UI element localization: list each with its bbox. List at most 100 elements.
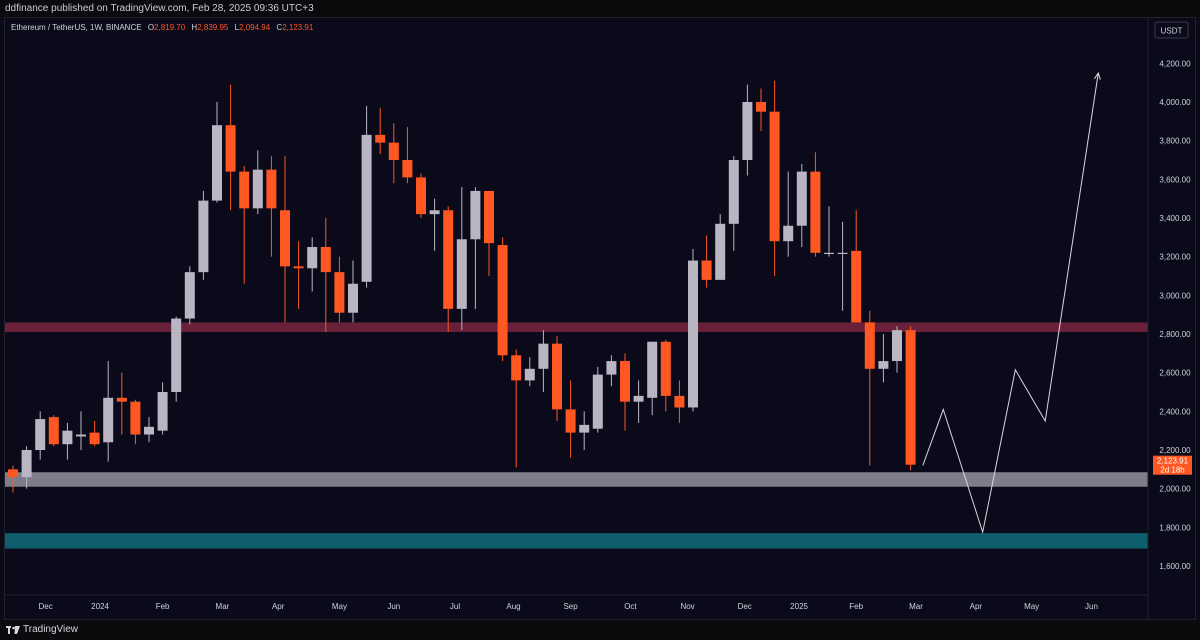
candle	[375, 107, 386, 155]
candle-body	[783, 225, 794, 242]
candle-body	[416, 177, 426, 215]
candle-body	[429, 210, 440, 215]
candle	[660, 339, 671, 412]
candle	[8, 465, 18, 493]
price-axis-background	[1148, 18, 1195, 619]
time-tick-label: Jun	[1085, 602, 1098, 611]
price-tick-label: 2,400.00	[1159, 407, 1191, 416]
candle-body	[878, 361, 889, 369]
candle	[293, 241, 304, 309]
candle-body	[579, 424, 590, 433]
price-tick-label: 1,800.00	[1159, 523, 1191, 532]
candle	[402, 127, 413, 184]
time-tick-label: Dec	[738, 602, 752, 611]
time-tick-label: Nov	[680, 602, 694, 611]
candle	[416, 173, 426, 219]
currency-button[interactable]: USDT	[1154, 21, 1189, 39]
candle	[606, 355, 617, 387]
candle-body	[266, 169, 277, 209]
candle-body	[334, 272, 345, 313]
candle	[76, 411, 86, 451]
time-tick-label: Mar	[216, 602, 230, 611]
high-value: 2,839.95	[197, 23, 229, 32]
projection-arrowhead	[1093, 71, 1101, 80]
candle-body	[171, 318, 182, 393]
candle	[620, 353, 630, 431]
price-tick-label: 3,600.00	[1159, 175, 1191, 184]
candle	[225, 84, 236, 211]
candle	[905, 326, 916, 471]
candle-body	[89, 432, 100, 445]
price-tick-label: 3,000.00	[1159, 291, 1191, 300]
price-axis[interactable]: 1,600.00 1,800.00 2,000.00 2,200.00 2,400.00…	[1159, 59, 1191, 571]
close-value: 2,123.91	[282, 23, 314, 32]
time-tick-label: Mar	[909, 602, 923, 611]
candle	[320, 218, 331, 333]
time-tick-label: Jul	[450, 602, 460, 611]
candle	[388, 123, 399, 184]
symbol-title: Ethereum / TetherUS, 1W, BINANCE O2,819.…	[11, 23, 314, 32]
candle	[130, 399, 141, 445]
candle-body	[470, 190, 481, 240]
price-tick-label: 2,800.00	[1159, 330, 1191, 339]
candle	[892, 326, 902, 373]
resistance-zone	[5, 322, 1148, 333]
time-axis[interactable]: Dec 2024 Feb Mar Apr May Jun Jul Aug Sep Oct Nov Dec…	[39, 602, 1098, 611]
candle-body	[402, 160, 413, 178]
candle	[252, 150, 263, 215]
tradingview-logo-icon	[6, 626, 20, 634]
candle-body	[565, 409, 576, 433]
candle-body	[810, 171, 821, 253]
countdown-value: 2d 18h	[1160, 466, 1184, 475]
candle	[361, 105, 372, 288]
candle-body	[715, 223, 726, 280]
candle	[348, 260, 358, 323]
time-tick-label: May	[332, 602, 347, 611]
candle	[116, 372, 127, 435]
candle-body	[620, 361, 630, 402]
candle-body	[824, 252, 834, 255]
candle-body	[905, 330, 916, 465]
candle-body	[320, 247, 331, 273]
last-price-tag: 2,123.91 2d 18h	[1153, 455, 1192, 475]
time-tick-label: 2025	[790, 602, 808, 611]
candle	[470, 187, 481, 309]
candle-body	[701, 260, 712, 280]
time-tick-label: Jun	[387, 602, 400, 611]
candle-body	[307, 247, 318, 269]
candle	[728, 156, 739, 251]
candle	[511, 349, 522, 468]
candle	[783, 171, 794, 257]
open-label: O	[148, 23, 154, 32]
candle-body	[116, 397, 127, 402]
candle	[688, 248, 698, 412]
candle	[742, 84, 753, 176]
chart-frame[interactable]: 1,600.00 1,800.00 2,000.00 2,200.00 2,400.00…	[4, 17, 1196, 620]
price-tick-label: 3,400.00	[1159, 214, 1191, 223]
candle-body	[552, 343, 562, 410]
candle	[443, 206, 454, 333]
candle	[701, 235, 712, 288]
candles-layer	[8, 80, 916, 493]
candle-body	[252, 169, 263, 209]
time-tick-label: Feb	[156, 602, 170, 611]
candle	[35, 411, 46, 460]
low-value: 2,094.94	[239, 23, 271, 32]
candle-body	[742, 102, 753, 161]
time-tick-label: Apr	[272, 602, 285, 611]
candlestick-chart[interactable]: 1,600.00 1,800.00 2,000.00 2,200.00 2,400.00…	[5, 18, 1195, 619]
candle-body	[837, 252, 848, 255]
candle-body	[769, 111, 780, 242]
candle-body	[184, 272, 195, 319]
candle	[157, 382, 168, 435]
candle	[837, 221, 848, 311]
lower-support-zone	[5, 533, 1148, 549]
publisher-header: ddfinance published on TradingView.com, …	[0, 0, 1200, 17]
candle	[552, 335, 562, 422]
candle-body	[674, 395, 685, 408]
candle	[769, 80, 780, 277]
candle-body	[144, 426, 154, 435]
candle-body	[456, 239, 467, 309]
time-tick-label: Dec	[39, 602, 53, 611]
candle-body	[892, 330, 902, 362]
